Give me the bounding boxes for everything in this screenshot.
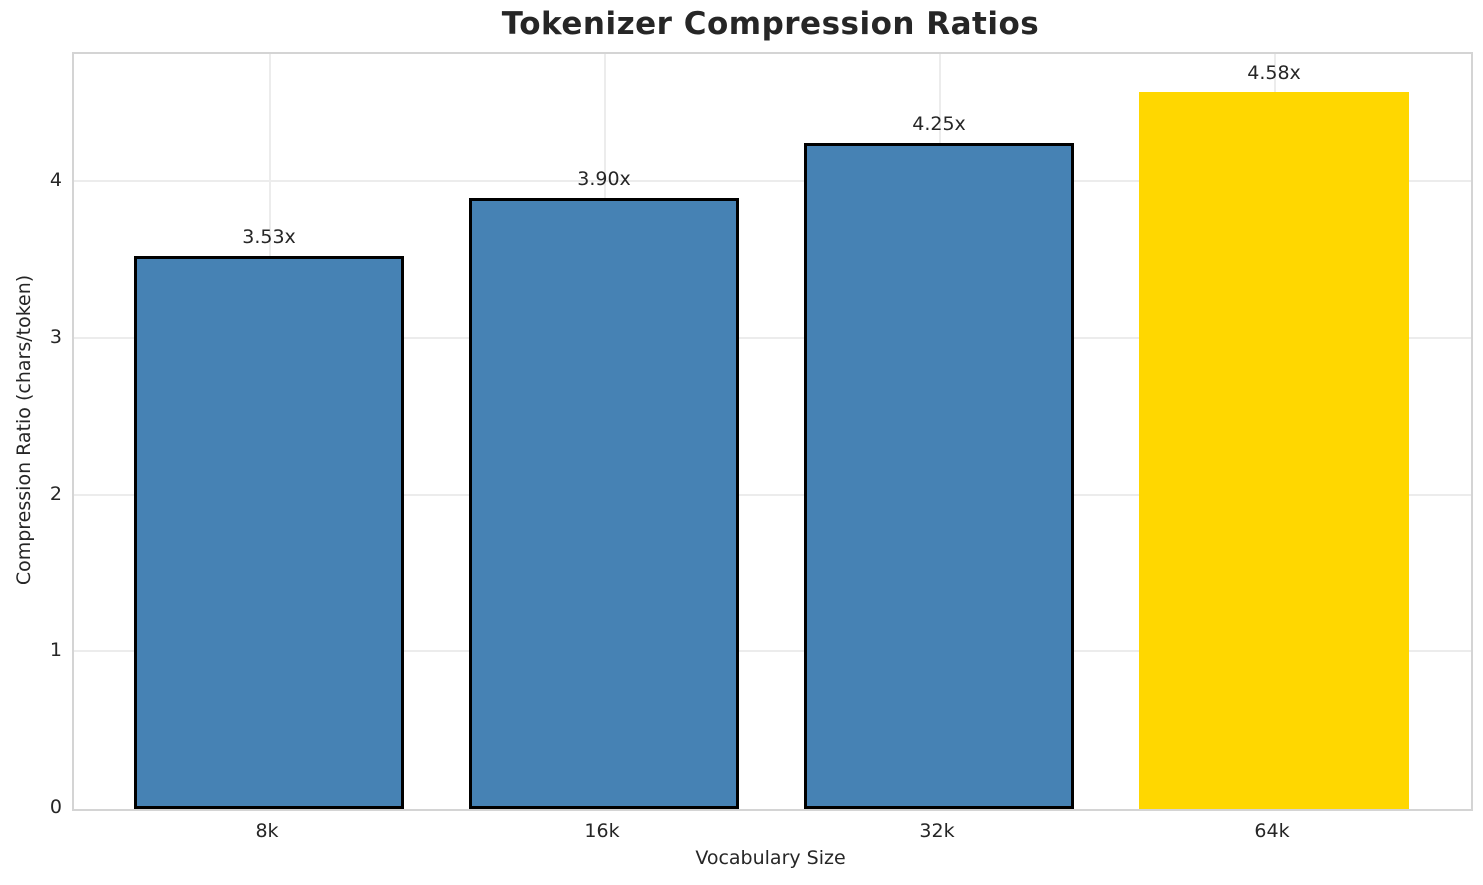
y-axis-label: Compression Ratio (chars/token) — [13, 274, 35, 586]
chart-title: Tokenizer Compression Ratios — [501, 6, 1040, 42]
bar — [1139, 91, 1410, 809]
gridline-h — [74, 337, 1471, 340]
x-tick-label: 16k — [584, 820, 620, 842]
y-tick-label: 4 — [49, 169, 62, 192]
y-tick-label: 2 — [49, 482, 62, 505]
x-tick-label: 32k — [919, 820, 955, 842]
x-axis-label: Vocabulary Size — [695, 847, 846, 869]
x-tick-label: 8k — [255, 820, 279, 842]
bar-value-label: 3.90x — [577, 168, 631, 191]
bar-value-label: 4.58x — [1247, 61, 1301, 84]
gridline-h — [74, 650, 1471, 653]
gridline-h — [74, 180, 1471, 183]
y-tick-label: 3 — [49, 326, 62, 349]
bar-value-label: 4.25x — [912, 113, 966, 136]
bar — [134, 256, 405, 809]
bar-value-label: 3.53x — [242, 226, 296, 249]
plot-area: 3.53x 3.90x 4.25x 4.58x — [72, 52, 1473, 811]
bar — [469, 198, 740, 809]
x-tick-label: 64k — [1254, 820, 1290, 842]
y-tick-label: 0 — [49, 796, 62, 818]
bar — [804, 143, 1075, 809]
y-tick-label: 1 — [49, 639, 62, 662]
gridline-h — [74, 493, 1471, 496]
